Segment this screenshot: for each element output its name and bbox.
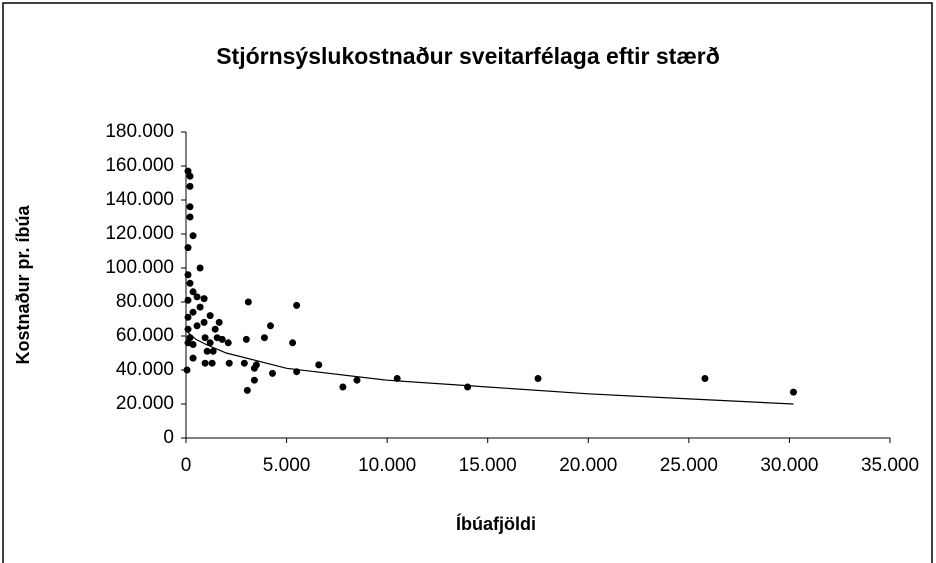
point [268, 369, 276, 377]
y-tick-label: 20.000 [116, 393, 174, 414]
point [209, 347, 217, 355]
point [189, 308, 197, 316]
point [701, 375, 709, 382]
point [260, 334, 268, 342]
point [184, 296, 192, 304]
point [189, 341, 197, 348]
point [186, 182, 194, 190]
point [189, 288, 197, 296]
y-tick-label: 180.000 [105, 121, 174, 142]
y-axis-title: Kostnaður pr. íbúa [13, 205, 33, 365]
point [266, 322, 274, 330]
point [203, 347, 211, 355]
point [339, 383, 347, 391]
point [353, 376, 361, 384]
point [215, 318, 223, 326]
x-axis-title: Íbúafjöldi [456, 513, 536, 534]
point [186, 279, 194, 287]
x-tick-label: 10.000 [358, 455, 416, 476]
point [186, 172, 194, 180]
point [315, 361, 323, 369]
point [224, 339, 232, 347]
point [206, 312, 214, 320]
point [201, 359, 209, 367]
point [211, 325, 219, 333]
x-tick-label: 20.000 [559, 455, 617, 476]
point [196, 303, 204, 311]
point [244, 298, 252, 306]
point [213, 334, 221, 342]
y-tick-label: 40.000 [116, 359, 174, 380]
x-tick-label: 15.000 [459, 455, 517, 476]
point [193, 322, 201, 330]
point [184, 325, 192, 333]
point [193, 293, 201, 301]
y-tick-label: 60.000 [116, 325, 174, 346]
point [293, 368, 301, 376]
y-tick-label: 0 [163, 427, 174, 448]
x-tick-label: 35.000 [861, 455, 919, 476]
point [250, 376, 258, 384]
point [225, 359, 233, 367]
point [189, 354, 197, 362]
point [186, 203, 194, 211]
point [289, 339, 297, 347]
trendline [187, 332, 794, 405]
point [250, 364, 258, 372]
point [186, 213, 194, 221]
point [184, 271, 192, 279]
point [208, 359, 216, 367]
point [184, 313, 192, 321]
x-tick-label: 0 [181, 455, 192, 476]
point [393, 375, 401, 382]
point [201, 334, 209, 342]
y-tick-label: 160.000 [105, 155, 174, 176]
point [189, 232, 197, 240]
x-tick-label: 30.000 [760, 455, 818, 476]
y-tick-label: 100.000 [105, 257, 174, 278]
point [243, 386, 251, 394]
point [464, 383, 472, 391]
point [200, 318, 208, 326]
x-tick-label: 5.000 [263, 455, 311, 476]
x-tick-label: 25.000 [660, 455, 718, 476]
point [200, 295, 208, 303]
chart-title: Stjórnsýslukostnaður sveitarfélaga eftir… [216, 43, 720, 69]
y-tick-label: 120.000 [105, 223, 174, 244]
y-tick-label: 140.000 [105, 189, 174, 210]
point [240, 359, 248, 367]
y-tick-label: 80.000 [116, 291, 174, 312]
point [206, 339, 214, 347]
point [789, 388, 797, 396]
point [183, 366, 191, 374]
point [196, 264, 204, 272]
point [534, 375, 542, 382]
point [293, 301, 301, 309]
point [184, 244, 192, 252]
point [242, 335, 250, 343]
